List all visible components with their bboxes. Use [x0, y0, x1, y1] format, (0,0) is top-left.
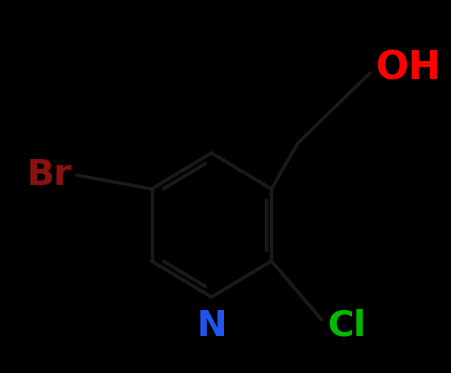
Text: Br: Br [27, 158, 72, 192]
Text: N: N [196, 309, 226, 343]
Text: OH: OH [374, 49, 439, 87]
Text: Cl: Cl [326, 308, 365, 342]
